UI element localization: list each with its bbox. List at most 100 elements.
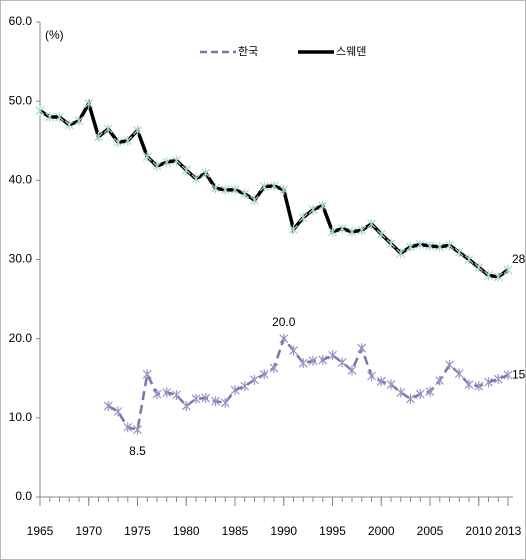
marker xyxy=(152,389,162,400)
marker-shape xyxy=(259,369,269,380)
marker xyxy=(328,350,337,361)
x-tick-label: 1985 xyxy=(222,524,249,538)
marker-shape xyxy=(269,362,279,373)
marker-shape xyxy=(328,350,337,361)
marker-shape xyxy=(162,157,172,168)
value-label: 20.0 xyxy=(272,315,296,329)
y-tick-label: 10.0 xyxy=(9,410,33,424)
marker xyxy=(142,369,152,380)
marker xyxy=(259,369,269,380)
marker xyxy=(133,125,142,136)
marker xyxy=(367,370,376,381)
marker-shape xyxy=(298,212,308,223)
marker xyxy=(211,396,220,407)
marker xyxy=(35,105,45,116)
marker-shape xyxy=(357,225,367,236)
marker-shape xyxy=(181,400,191,411)
marker xyxy=(347,226,357,237)
marker-shape xyxy=(347,226,357,237)
marker-shape xyxy=(142,151,152,162)
marker-shape xyxy=(298,358,308,369)
marker-shape xyxy=(211,183,220,194)
marker xyxy=(64,119,74,130)
value-label: 8.5 xyxy=(129,444,146,458)
marker xyxy=(133,424,142,435)
marker-shape xyxy=(191,173,201,184)
legend-label: 한국 xyxy=(238,45,258,58)
marker xyxy=(230,184,240,195)
marker-shape xyxy=(269,180,279,191)
y-tick-label: 50.0 xyxy=(9,93,33,107)
marker-shape xyxy=(503,370,513,381)
marker xyxy=(396,248,406,259)
marker-shape xyxy=(152,389,162,400)
marker xyxy=(269,362,279,373)
marker-shape xyxy=(279,333,289,344)
marker-shape xyxy=(406,241,415,252)
marker xyxy=(493,374,503,385)
marker xyxy=(308,204,318,215)
marker-shape xyxy=(337,357,347,368)
marker-shape xyxy=(308,355,318,366)
marker xyxy=(406,393,415,404)
marker-shape xyxy=(454,247,464,258)
marker xyxy=(191,173,201,184)
marker-shape xyxy=(123,135,133,146)
marker-shape xyxy=(386,379,396,390)
marker xyxy=(142,151,152,162)
marker xyxy=(191,393,201,404)
series-line xyxy=(107,336,509,432)
marker xyxy=(55,112,64,122)
x-tick-label: 2013 xyxy=(495,524,522,538)
marker-shape xyxy=(376,229,386,240)
marker xyxy=(503,264,513,275)
marker-shape xyxy=(289,224,298,235)
marker-shape xyxy=(289,345,298,356)
marker xyxy=(289,345,298,356)
marker xyxy=(308,355,318,366)
marker-shape xyxy=(464,379,474,390)
y-unit: (%) xyxy=(45,28,64,42)
value-label: 28.7 xyxy=(512,252,526,266)
marker-shape xyxy=(103,123,113,134)
marker-shape xyxy=(474,381,484,392)
marker xyxy=(220,397,230,408)
marker-shape xyxy=(435,375,445,386)
marker xyxy=(123,135,133,146)
x-tick-label: 2010 xyxy=(465,524,492,538)
marker-shape xyxy=(240,381,250,392)
marker xyxy=(123,422,133,433)
marker-shape xyxy=(445,359,454,370)
marker xyxy=(289,224,298,235)
marker xyxy=(386,379,396,390)
marker-shape xyxy=(113,406,123,417)
marker-shape xyxy=(415,389,425,400)
marker-shape xyxy=(211,396,220,407)
marker-shape xyxy=(406,393,415,404)
marker-shape xyxy=(74,115,84,126)
marker-shape xyxy=(133,424,142,435)
marker xyxy=(84,98,94,109)
marker-shape xyxy=(464,254,474,265)
marker xyxy=(45,112,55,122)
marker-shape xyxy=(191,393,201,404)
marker-shape xyxy=(367,370,376,381)
marker-shape xyxy=(152,161,162,172)
marker-shape xyxy=(308,204,318,215)
marker xyxy=(484,377,493,388)
marker-shape xyxy=(55,112,64,122)
marker xyxy=(279,184,289,195)
marker xyxy=(337,223,347,234)
marker-shape xyxy=(172,155,181,166)
marker xyxy=(172,389,181,400)
marker xyxy=(474,262,484,273)
marker xyxy=(396,387,406,398)
marker xyxy=(357,343,367,354)
marker-shape xyxy=(230,385,240,396)
marker xyxy=(298,358,308,369)
marker xyxy=(435,375,445,386)
marker xyxy=(406,241,415,252)
marker-shape xyxy=(64,119,74,130)
